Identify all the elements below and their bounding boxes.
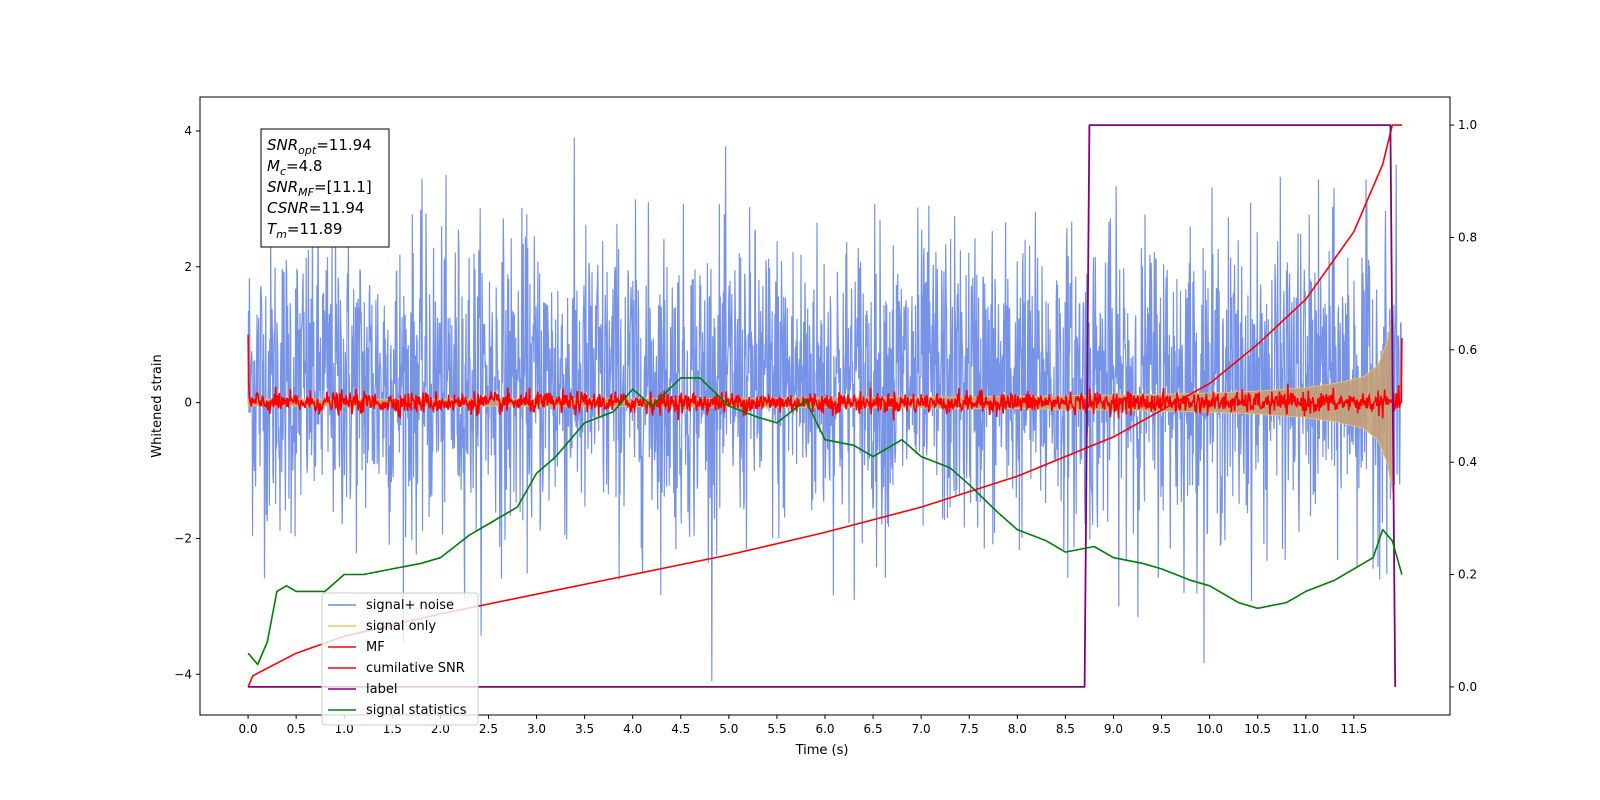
x-tick-label: 8.0 (1008, 722, 1027, 736)
x-tick-label: 4.5 (671, 722, 690, 736)
x-tick-label: 7.0 (912, 722, 931, 736)
y2-tick-label: 0.2 (1458, 568, 1477, 582)
annotation-line: Tm=11.89 (267, 220, 342, 241)
legend-label: label (366, 682, 397, 697)
series-label (248, 124, 1397, 688)
x-tick-label: 6.0 (815, 722, 834, 736)
x-tick-label: 6.5 (864, 722, 883, 736)
annotation-line: Mc=4.8 (267, 157, 322, 178)
y-tick-label: 4 (184, 124, 192, 138)
legend-label: cumilative SNR (366, 661, 465, 676)
x-tick-label: 3.0 (527, 722, 546, 736)
y2-tick-label: 0.0 (1458, 680, 1477, 694)
legend-box (321, 592, 479, 726)
legend-label: MF (366, 640, 385, 655)
y-tick-label: 2 (184, 260, 192, 274)
legend-label: signal+ noise (366, 598, 454, 613)
y2-tick-label: 0.8 (1458, 230, 1477, 244)
x-tick-label: 10.0 (1196, 722, 1223, 736)
x-tick-label: 11.0 (1292, 722, 1319, 736)
y2-tick-label: 0.6 (1458, 343, 1477, 357)
series-mf (247, 334, 1403, 421)
x-tick-label: 0.5 (287, 722, 306, 736)
series-signal-statistics (247, 377, 1403, 666)
x-tick-label: 8.5 (1056, 722, 1075, 736)
x-tick-label: 11.5 (1340, 722, 1367, 736)
y-tick-label: 0 (184, 396, 192, 410)
annotation-line: SNRMF=[11.1] (267, 178, 372, 199)
y2-tick-label: 1.0 (1458, 118, 1477, 132)
x-tick-label: 10.5 (1244, 722, 1271, 736)
x-tick-label: 9.0 (1104, 722, 1123, 736)
x-tick-label: 5.5 (767, 722, 786, 736)
x-tick-label: 7.5 (960, 722, 979, 736)
legend-label: signal only (366, 619, 436, 634)
x-tick-label: 0.0 (239, 722, 258, 736)
annotation-line: SNRopt=11.94 (267, 136, 372, 157)
y-tick-label: −2 (174, 531, 192, 545)
annotation-line: CSNR=11.94 (267, 199, 364, 217)
x-tick-label: 3.5 (575, 722, 594, 736)
y-axis-label: Whitened strain (150, 354, 165, 457)
x-tick-label: 4.0 (623, 722, 642, 736)
y2-tick-label: 0.4 (1458, 455, 1477, 469)
x-tick-label: 9.5 (1152, 722, 1171, 736)
y-tick-label: −4 (174, 667, 192, 681)
x-axis-label: Time (s) (795, 743, 849, 758)
annotation-box (260, 128, 390, 248)
x-tick-label: 2.5 (479, 722, 498, 736)
x-tick-label: 5.0 (719, 722, 738, 736)
legend-label: signal statistics (366, 703, 467, 718)
